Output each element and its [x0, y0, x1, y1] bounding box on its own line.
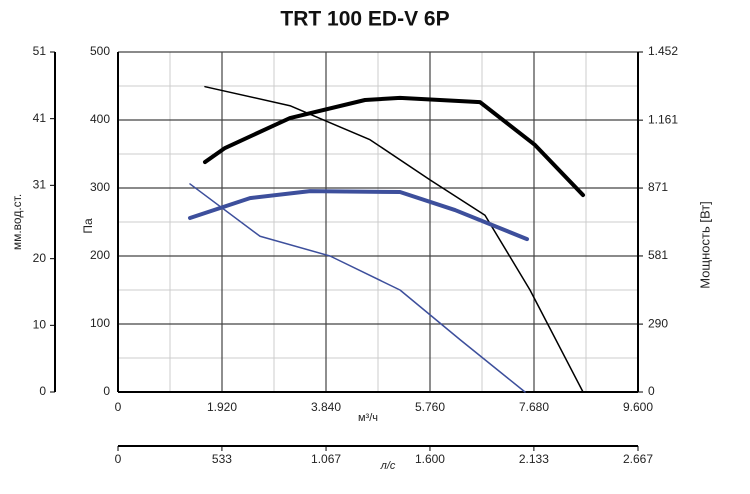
y-tick-label: 100 — [90, 316, 110, 330]
y2-tick-label: 871 — [648, 180, 668, 194]
y2-tick-label: 1.452 — [648, 44, 678, 58]
y-tick-label: 400 — [90, 112, 110, 126]
x-tick-label: 7.680 — [519, 400, 549, 414]
y2-tick-label: 290 — [648, 316, 668, 330]
y-tick-label: 0 — [103, 384, 110, 398]
y-axis-label: Па — [81, 218, 95, 234]
y-tick-label: 500 — [90, 44, 110, 58]
x-tick-label: 0 — [115, 400, 122, 414]
series-line — [202, 95, 586, 198]
y3-axis-label: мм.вод.ст. — [10, 194, 24, 250]
x2-tick-label: 0 — [115, 452, 122, 466]
x2-tick-label: 2.667 — [623, 452, 653, 466]
x-tick-label: 5.760 — [415, 400, 445, 414]
x-tick-label: 9.600 — [623, 400, 653, 414]
y2-axis-label: Мощность [Вт] — [697, 201, 712, 289]
x2-axis-label: л/с — [380, 460, 396, 472]
y2-tick-label: 581 — [648, 248, 668, 262]
series-line — [189, 183, 526, 393]
series-line — [187, 189, 530, 242]
x2-tick-label: 533 — [212, 452, 232, 466]
x2-tick-label: 1.600 — [415, 452, 445, 466]
y-tick-label: 300 — [90, 180, 110, 194]
y2-tick-label: 1.161 — [648, 112, 678, 126]
y3-tick-label: 10 — [33, 318, 47, 332]
y2-tick-label: 0 — [648, 384, 655, 398]
y3-tick-label: 51 — [33, 44, 47, 58]
x2-tick-label: 2.133 — [519, 452, 549, 466]
y3-tick-label: 31 — [33, 178, 47, 192]
y3-tick-label: 41 — [33, 111, 47, 125]
series-line — [204, 85, 584, 393]
x-tick-label: 3.840 — [311, 400, 341, 414]
x-axis-label: м³/ч — [358, 412, 378, 424]
y3-tick-label: 20 — [33, 251, 47, 265]
y-tick-label: 200 — [90, 248, 110, 262]
x-tick-label: 1.920 — [207, 400, 237, 414]
y3-tick-label: 0 — [39, 384, 46, 398]
chart-title: TRT 100 ED-V 6P — [280, 8, 449, 31]
x2-tick-label: 1.067 — [311, 452, 341, 466]
